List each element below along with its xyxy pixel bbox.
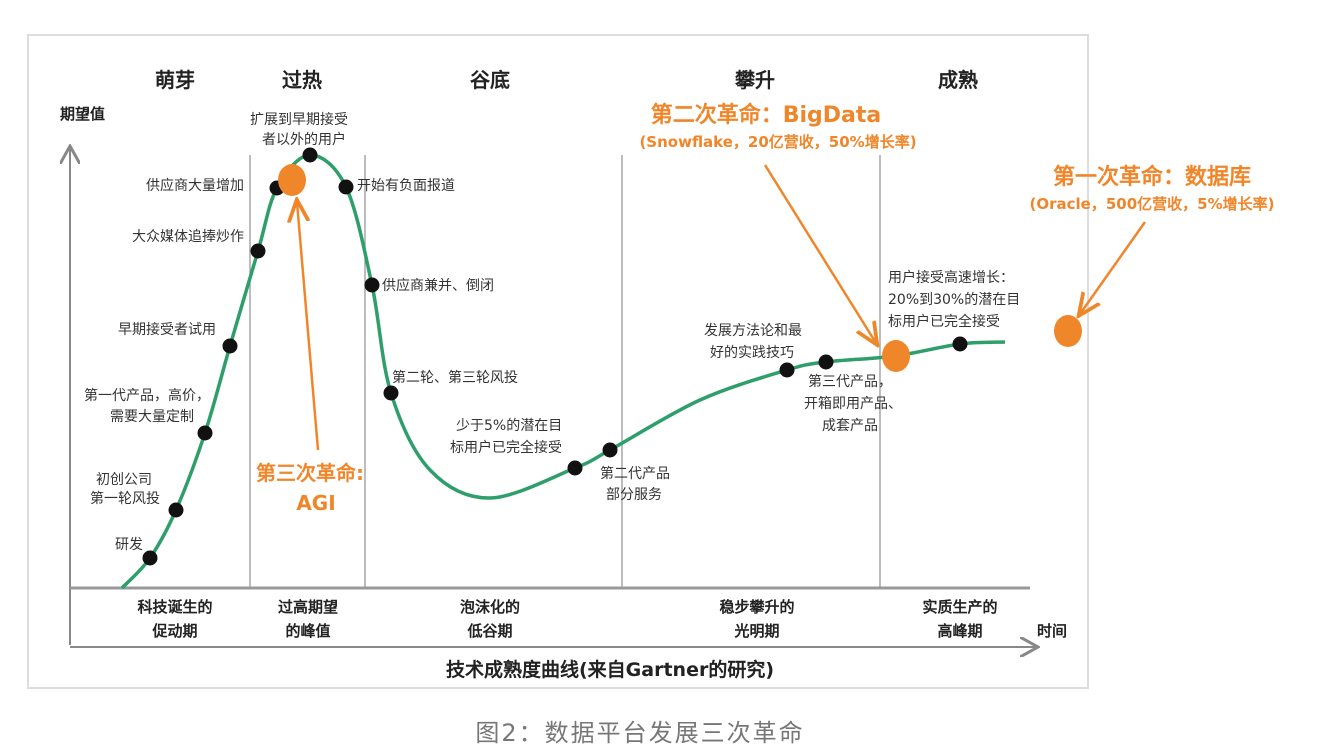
- phase-bottom: 高峰期: [937, 622, 982, 640]
- first-revolution-detail: (Oracle，500亿营收，5%增长率): [1030, 195, 1275, 213]
- point-labels: 研发 初创公司 第一轮风投 第一代产品，高价， 需要大量定制 早期接受者试用 大…: [84, 111, 1020, 553]
- point-label: 第三代产品，: [808, 373, 892, 390]
- milestone-dot: [364, 277, 380, 293]
- milestone-dot: [338, 179, 354, 195]
- point-label: 第二代产品: [600, 465, 670, 482]
- milestone-dot: [197, 425, 213, 441]
- point-label: 开箱即用产品、: [804, 396, 902, 412]
- second-revolution-detail: (Snowflake，20亿营收，50%增长率): [639, 133, 916, 151]
- bigdata-marker: [882, 340, 910, 372]
- phase-bottom: 过高期望: [278, 598, 338, 616]
- figure-caption: 图2：数据平台发展三次革命: [475, 719, 804, 747]
- milestone-dot: [779, 362, 795, 378]
- point-label: 20%到30%的潜在目: [888, 292, 1020, 308]
- point-label: 研发: [115, 537, 143, 553]
- phase-bottom: 科技诞生的: [137, 598, 212, 616]
- arrow-agi: [297, 202, 320, 451]
- point-label: 初创公司: [96, 471, 152, 488]
- point-label: 扩展到早期接受: [250, 111, 348, 128]
- point-label: 发展方法论和最: [704, 323, 802, 339]
- milestone-dot: [142, 550, 158, 566]
- point-label: 少于5%的潜在目: [456, 418, 562, 434]
- point-label: 供应商大量增加: [146, 177, 244, 194]
- point-label: 好的实践技巧: [710, 345, 794, 361]
- milestone-dot: [602, 442, 618, 458]
- arrow-bigdata: [763, 164, 876, 343]
- milestone-dot: [168, 502, 184, 518]
- phase-top: 谷底: [470, 68, 510, 92]
- milestone-dot: [250, 243, 266, 259]
- point-label: 需要大量定制: [110, 409, 194, 425]
- phase-top: 过热: [282, 68, 322, 92]
- milestone-dot: [952, 336, 968, 352]
- x-axis-label: 时间: [1037, 622, 1067, 640]
- arrow-database: [1080, 221, 1147, 314]
- third-revolution-title: 第三次革命:: [256, 461, 364, 485]
- phase-top: 攀升: [734, 68, 775, 92]
- point-label: 早期接受者试用: [118, 321, 216, 338]
- phase-bottom: 促动期: [151, 622, 197, 640]
- point-label: 第一轮风投: [90, 490, 160, 507]
- agi-marker: [278, 164, 306, 196]
- phase-bottom: 的峰值: [285, 622, 330, 640]
- point-label: 成套产品: [822, 418, 878, 434]
- chart-title: 技术成熟度曲线(来自Gartner的研究): [446, 658, 774, 681]
- first-revolution-title: 第一次革命：数据库: [1053, 164, 1251, 190]
- phase-top: 成熟: [938, 68, 978, 92]
- y-axis-label: 期望值: [60, 105, 105, 123]
- phase-bottom: 光明期: [733, 622, 779, 640]
- milestone-dot: [222, 338, 238, 354]
- point-label: 用户接受高速增长：: [888, 269, 1014, 286]
- point-label: 部分服务: [606, 487, 662, 503]
- point-label: 第二轮、第三轮风投: [392, 369, 518, 386]
- milestone-dot: [818, 354, 834, 370]
- point-label: 第一代产品，高价，: [84, 387, 210, 404]
- point-label: 标用户已完全接受: [888, 313, 1000, 330]
- milestone-dots: [142, 147, 1082, 566]
- phase-bottom: 实质生产的: [922, 598, 997, 616]
- point-label: 供应商兼并、倒闭: [382, 277, 494, 294]
- phase-top: 萌芽: [155, 68, 195, 92]
- phase-bottom: 稳步攀升的: [719, 598, 794, 616]
- milestone-dot: [302, 147, 318, 163]
- database-marker: [1054, 315, 1082, 347]
- point-label: 者以外的用户: [262, 131, 346, 148]
- point-label: 开始有负面报道: [357, 178, 455, 194]
- milestone-dot: [567, 460, 583, 476]
- milestone-dot: [383, 385, 399, 401]
- second-revolution-title: 第二次革命：BigData: [651, 102, 882, 128]
- phase-bottom: 泡沫化的: [460, 598, 520, 616]
- point-label: 标用户已完全接受: [450, 439, 562, 456]
- phase-dividers: [249, 155, 881, 588]
- point-label: 大众媒体追捧炒作: [132, 228, 244, 245]
- phase-bottom: 低谷期: [466, 622, 512, 640]
- diagram-frame: [27, 34, 1089, 689]
- third-revolution-name: AGI: [296, 491, 335, 515]
